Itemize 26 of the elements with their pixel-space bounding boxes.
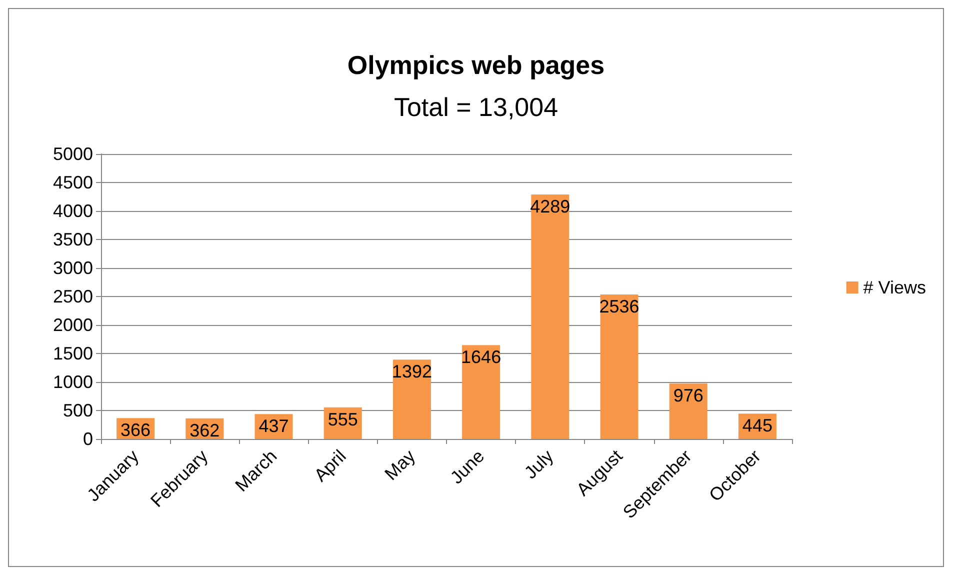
bar (531, 194, 570, 439)
y-tick-label: 1000 (52, 372, 93, 392)
y-tick-label: 0 (82, 429, 93, 449)
y-tick-label: 2000 (52, 315, 93, 335)
y-tick-label: 3000 (52, 258, 93, 278)
data-label: 445 (742, 416, 772, 436)
bar (600, 294, 638, 439)
data-label: 437 (258, 416, 289, 436)
y-tick-label: 4000 (52, 201, 93, 221)
data-label: 362 (190, 420, 220, 440)
chart-title: Olympics web pages (347, 50, 605, 80)
legend-label: # Views (863, 278, 926, 298)
data-label: 555 (328, 409, 358, 430)
y-tick-label: 5000 (52, 144, 93, 164)
y-tick-label: 500 (62, 400, 93, 420)
y-tick-label: 2500 (52, 286, 93, 306)
y-tick-label: 1500 (52, 344, 93, 364)
y-tick-label: 3500 (52, 230, 93, 250)
x-tick-label: May (380, 446, 420, 484)
chart-subtitle: Total = 13,004 (394, 92, 558, 122)
bar (669, 383, 708, 439)
x-tick-label: July (520, 446, 558, 483)
data-label: 2536 (599, 296, 640, 316)
data-label: 976 (673, 385, 704, 406)
data-label: 366 (120, 420, 151, 440)
y-tick-label: 4500 (52, 172, 93, 192)
